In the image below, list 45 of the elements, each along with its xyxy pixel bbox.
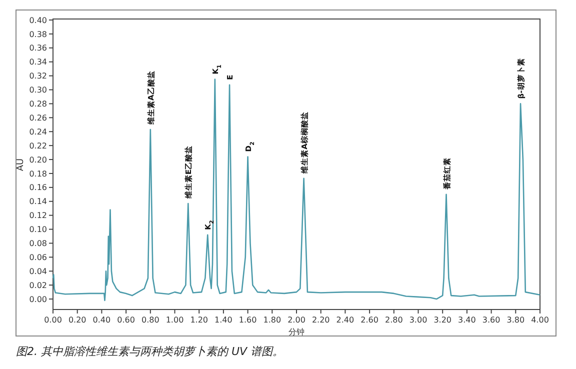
x-tick-label: 2.00 bbox=[288, 316, 306, 324]
y-tick-label: 0.16 bbox=[29, 183, 47, 192]
x-tick-label: 4.00 bbox=[531, 316, 549, 324]
y-tick-label: 0.22 bbox=[29, 141, 47, 150]
x-tick-label: 3.20 bbox=[434, 316, 452, 324]
caption: 图2. 其中脂溶性维生素与两种类胡萝卜素的 UV 谱图。 bbox=[16, 345, 284, 358]
x-tick-label: 1.40 bbox=[214, 316, 232, 324]
y-tick-label: 0.40 bbox=[29, 16, 47, 25]
x-tick-label: 1.60 bbox=[238, 316, 257, 324]
y-tick-label: 0.00 bbox=[29, 294, 47, 304]
y-tick-label: 0.30 bbox=[29, 86, 47, 95]
x-tick-label: 3.80 bbox=[506, 316, 525, 324]
x-tick-label: 3.60 bbox=[482, 316, 500, 324]
y-tick-label: 0.26 bbox=[29, 113, 47, 122]
y-tick-label: 0.20 bbox=[29, 155, 47, 164]
y-tick-label: 0.32 bbox=[29, 72, 47, 81]
y-tick-label: 0.02 bbox=[29, 280, 47, 290]
x-tick-label: 1.20 bbox=[190, 316, 208, 324]
x-tick-label: 2.60 bbox=[360, 316, 378, 324]
x-tick-label: 0.80 bbox=[141, 316, 160, 324]
x-tick-label: 2.20 bbox=[312, 316, 330, 324]
y-tick-label: 0.38 bbox=[29, 30, 47, 39]
x-tick-label: 1.00 bbox=[166, 316, 184, 324]
x-axis-title: 分钟 bbox=[288, 328, 304, 336]
y-tick-label: 0.04 bbox=[29, 266, 47, 276]
y-tick-label: 0.28 bbox=[29, 100, 47, 109]
y-tick-label: 0.18 bbox=[29, 169, 47, 178]
x-tick-label: 2.80 bbox=[384, 316, 403, 324]
y-tick-label: 0.06 bbox=[29, 252, 47, 262]
x-tick-label: 3.40 bbox=[458, 316, 476, 324]
x-tick-label: 2.40 bbox=[336, 316, 354, 324]
y-tick-label: 0.34 bbox=[29, 58, 47, 67]
y-tick-label: 0.12 bbox=[29, 211, 47, 220]
x-tick-label: 0.40 bbox=[92, 316, 111, 324]
x-tick-label: 3.00 bbox=[409, 316, 428, 324]
x-tick-label: 0.20 bbox=[68, 316, 86, 324]
y-tick-label: 0.08 bbox=[29, 239, 47, 248]
y-tick-label: 0.10 bbox=[29, 225, 47, 234]
x-tick-label: 0.60 bbox=[117, 316, 135, 324]
y-axis-title: AU bbox=[16, 158, 26, 172]
y-tick-label: 0.36 bbox=[29, 44, 47, 53]
y-tick-label: 0.24 bbox=[29, 127, 47, 136]
y-tick-label: 0.14 bbox=[29, 197, 47, 206]
x-tick-label: 1.80 bbox=[263, 316, 282, 324]
x-tick-label: 0.00 bbox=[44, 316, 62, 324]
